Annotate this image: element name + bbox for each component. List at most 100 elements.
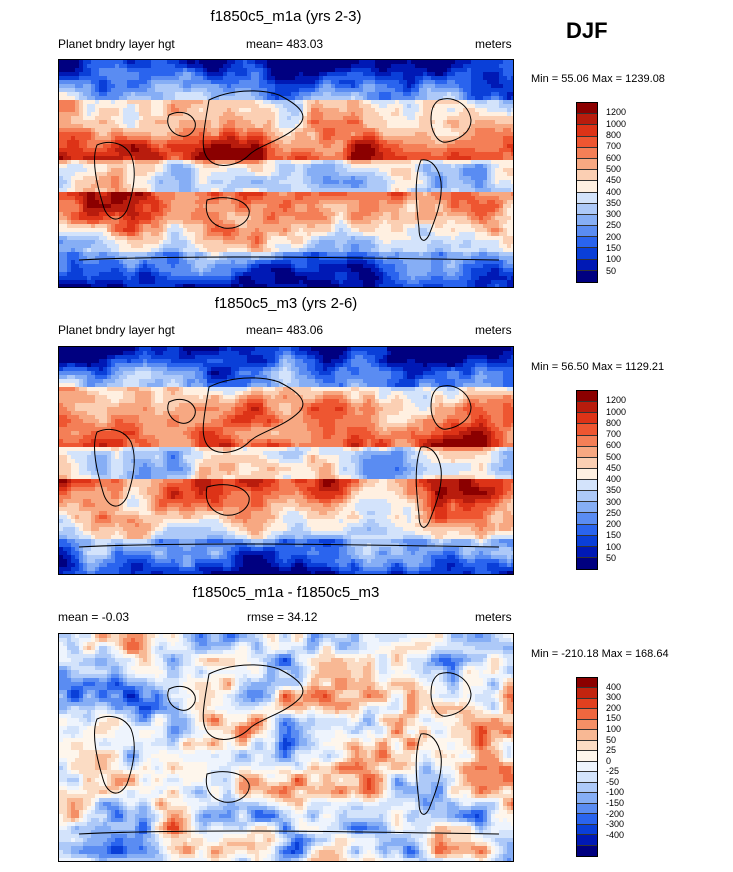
legend-swatch [577, 772, 597, 783]
legend-tick-label: -100 [606, 787, 625, 798]
legend-swatch [577, 814, 597, 825]
legend-swatch [577, 688, 597, 699]
legend-swatch [577, 524, 597, 536]
legend-swatch [577, 125, 597, 137]
map-panel [58, 633, 514, 862]
legend-tick-label: 1200 [606, 107, 627, 118]
legend-swatch [577, 730, 597, 741]
legend-swatch [577, 203, 597, 215]
legend-tick-label: -150 [606, 798, 625, 809]
legend-tick-label: 25 [606, 745, 617, 756]
legend-swatch [577, 402, 597, 414]
legend-tick-label: 1000 [606, 406, 627, 417]
legend-tick-label: 250 [606, 220, 622, 231]
legend-swatch [577, 457, 597, 469]
legend-tick-label: 450 [606, 175, 622, 186]
legend-swatch [577, 468, 597, 480]
panel-title: f1850c5_m1a - f1850c5_m3 [192, 584, 380, 601]
legend-swatch [577, 782, 597, 794]
min-max-label: Min = 55.06 Max = 1239.08 [531, 73, 665, 85]
field-label: Planet bndry layer hgt [58, 37, 175, 51]
legend-tick-label: 150 [606, 530, 622, 541]
legend-tick-label: 400 [606, 186, 622, 197]
legend-tick-label: -50 [606, 776, 620, 787]
legend-swatch [577, 491, 597, 503]
legend-swatch [577, 678, 597, 689]
legend-tick-label: 300 [606, 209, 622, 220]
legend-swatch [577, 719, 597, 731]
legend-tick-label: -400 [606, 829, 625, 840]
legend-swatch [577, 270, 597, 282]
legend-tick-label: 200 [606, 702, 622, 713]
legend-swatch [577, 761, 597, 773]
legend-tick-label: 0 [606, 755, 612, 766]
season-label: DJF [566, 18, 608, 43]
legend-tick-label: 500 [606, 163, 622, 174]
legend-swatch [577, 751, 597, 762]
legend-swatch [577, 698, 597, 710]
legend-tick-label: 50 [606, 265, 617, 276]
legend-tick-label: 800 [606, 417, 622, 428]
legend-tick-label: 300 [606, 496, 622, 507]
legend-tick-label: -25 [606, 766, 620, 777]
rmse-label: rmse = 34.12 [247, 610, 318, 624]
map-panel [58, 346, 514, 575]
legend-tick-label: 700 [606, 429, 622, 439]
panel-title: f1850c5_m1a (yrs 2-3) [210, 8, 362, 25]
legend-tick-label: 700 [606, 141, 622, 152]
legend-swatch [577, 803, 597, 815]
field-label: Planet bndry layer hgt [58, 323, 175, 337]
mean-label: mean= 483.06 [246, 323, 324, 337]
legend-tick-label: 400 [606, 681, 622, 692]
legend-tick-label: -300 [606, 819, 625, 830]
legend-swatch [577, 824, 597, 836]
units-label: meters [475, 37, 512, 51]
legend-tick-label: 50 [606, 552, 617, 563]
mean-label: mean= 483.03 [246, 37, 324, 51]
legend-tick-label: 600 [606, 440, 622, 451]
min-max-label: Min = -210.18 Max = 168.64 [531, 648, 669, 660]
legend-tick-label: 1200 [606, 395, 627, 406]
legend-swatch [577, 170, 597, 182]
legend-tick-label: 150 [606, 713, 622, 724]
legend-swatch [577, 413, 597, 425]
legend-swatch [577, 845, 597, 856]
legend-swatch [577, 435, 597, 447]
legend-swatch [577, 709, 597, 720]
legend-tick-label: -200 [606, 808, 625, 819]
legend-swatch [577, 226, 597, 238]
legend-swatch [577, 114, 597, 126]
legend-tick-label: 350 [606, 485, 622, 496]
legend-tick-label: 100 [606, 254, 622, 265]
legend-tick-label: 250 [606, 507, 622, 518]
legend-tick-label: 200 [606, 519, 622, 529]
legend-tick-label: 150 [606, 243, 622, 254]
legend-swatch [577, 192, 597, 204]
legend-swatch [577, 214, 597, 227]
legend-tick-label: 50 [606, 734, 617, 745]
legend-tick-label: 400 [606, 474, 622, 484]
legend-tick-label: 450 [606, 462, 622, 473]
units-label: meters [475, 610, 512, 624]
legend-swatch [577, 546, 597, 558]
legend-swatch [577, 835, 597, 846]
legend-tick-label: 1000 [606, 118, 627, 129]
legend-swatch [577, 502, 597, 514]
legend-swatch [577, 103, 597, 115]
legend-tick-label: 500 [606, 451, 622, 462]
legend-swatch [577, 237, 597, 249]
legend-swatch [577, 259, 597, 271]
legend-swatch [577, 147, 597, 159]
color-legend [576, 390, 598, 570]
min-max-label: Min = 56.50 Max = 1129.21 [531, 361, 665, 373]
units-label: meters [475, 323, 512, 337]
legend-swatch [577, 446, 597, 458]
legend-swatch [577, 535, 597, 547]
legend-swatch [577, 248, 597, 260]
legend-swatch [577, 793, 597, 804]
legend-swatch [577, 557, 597, 569]
contour-map [59, 60, 513, 287]
panel-title: f1850c5_m3 (yrs 2-6) [214, 295, 358, 312]
mean-label: mean = -0.03 [58, 610, 130, 624]
legend-swatch [577, 136, 597, 148]
